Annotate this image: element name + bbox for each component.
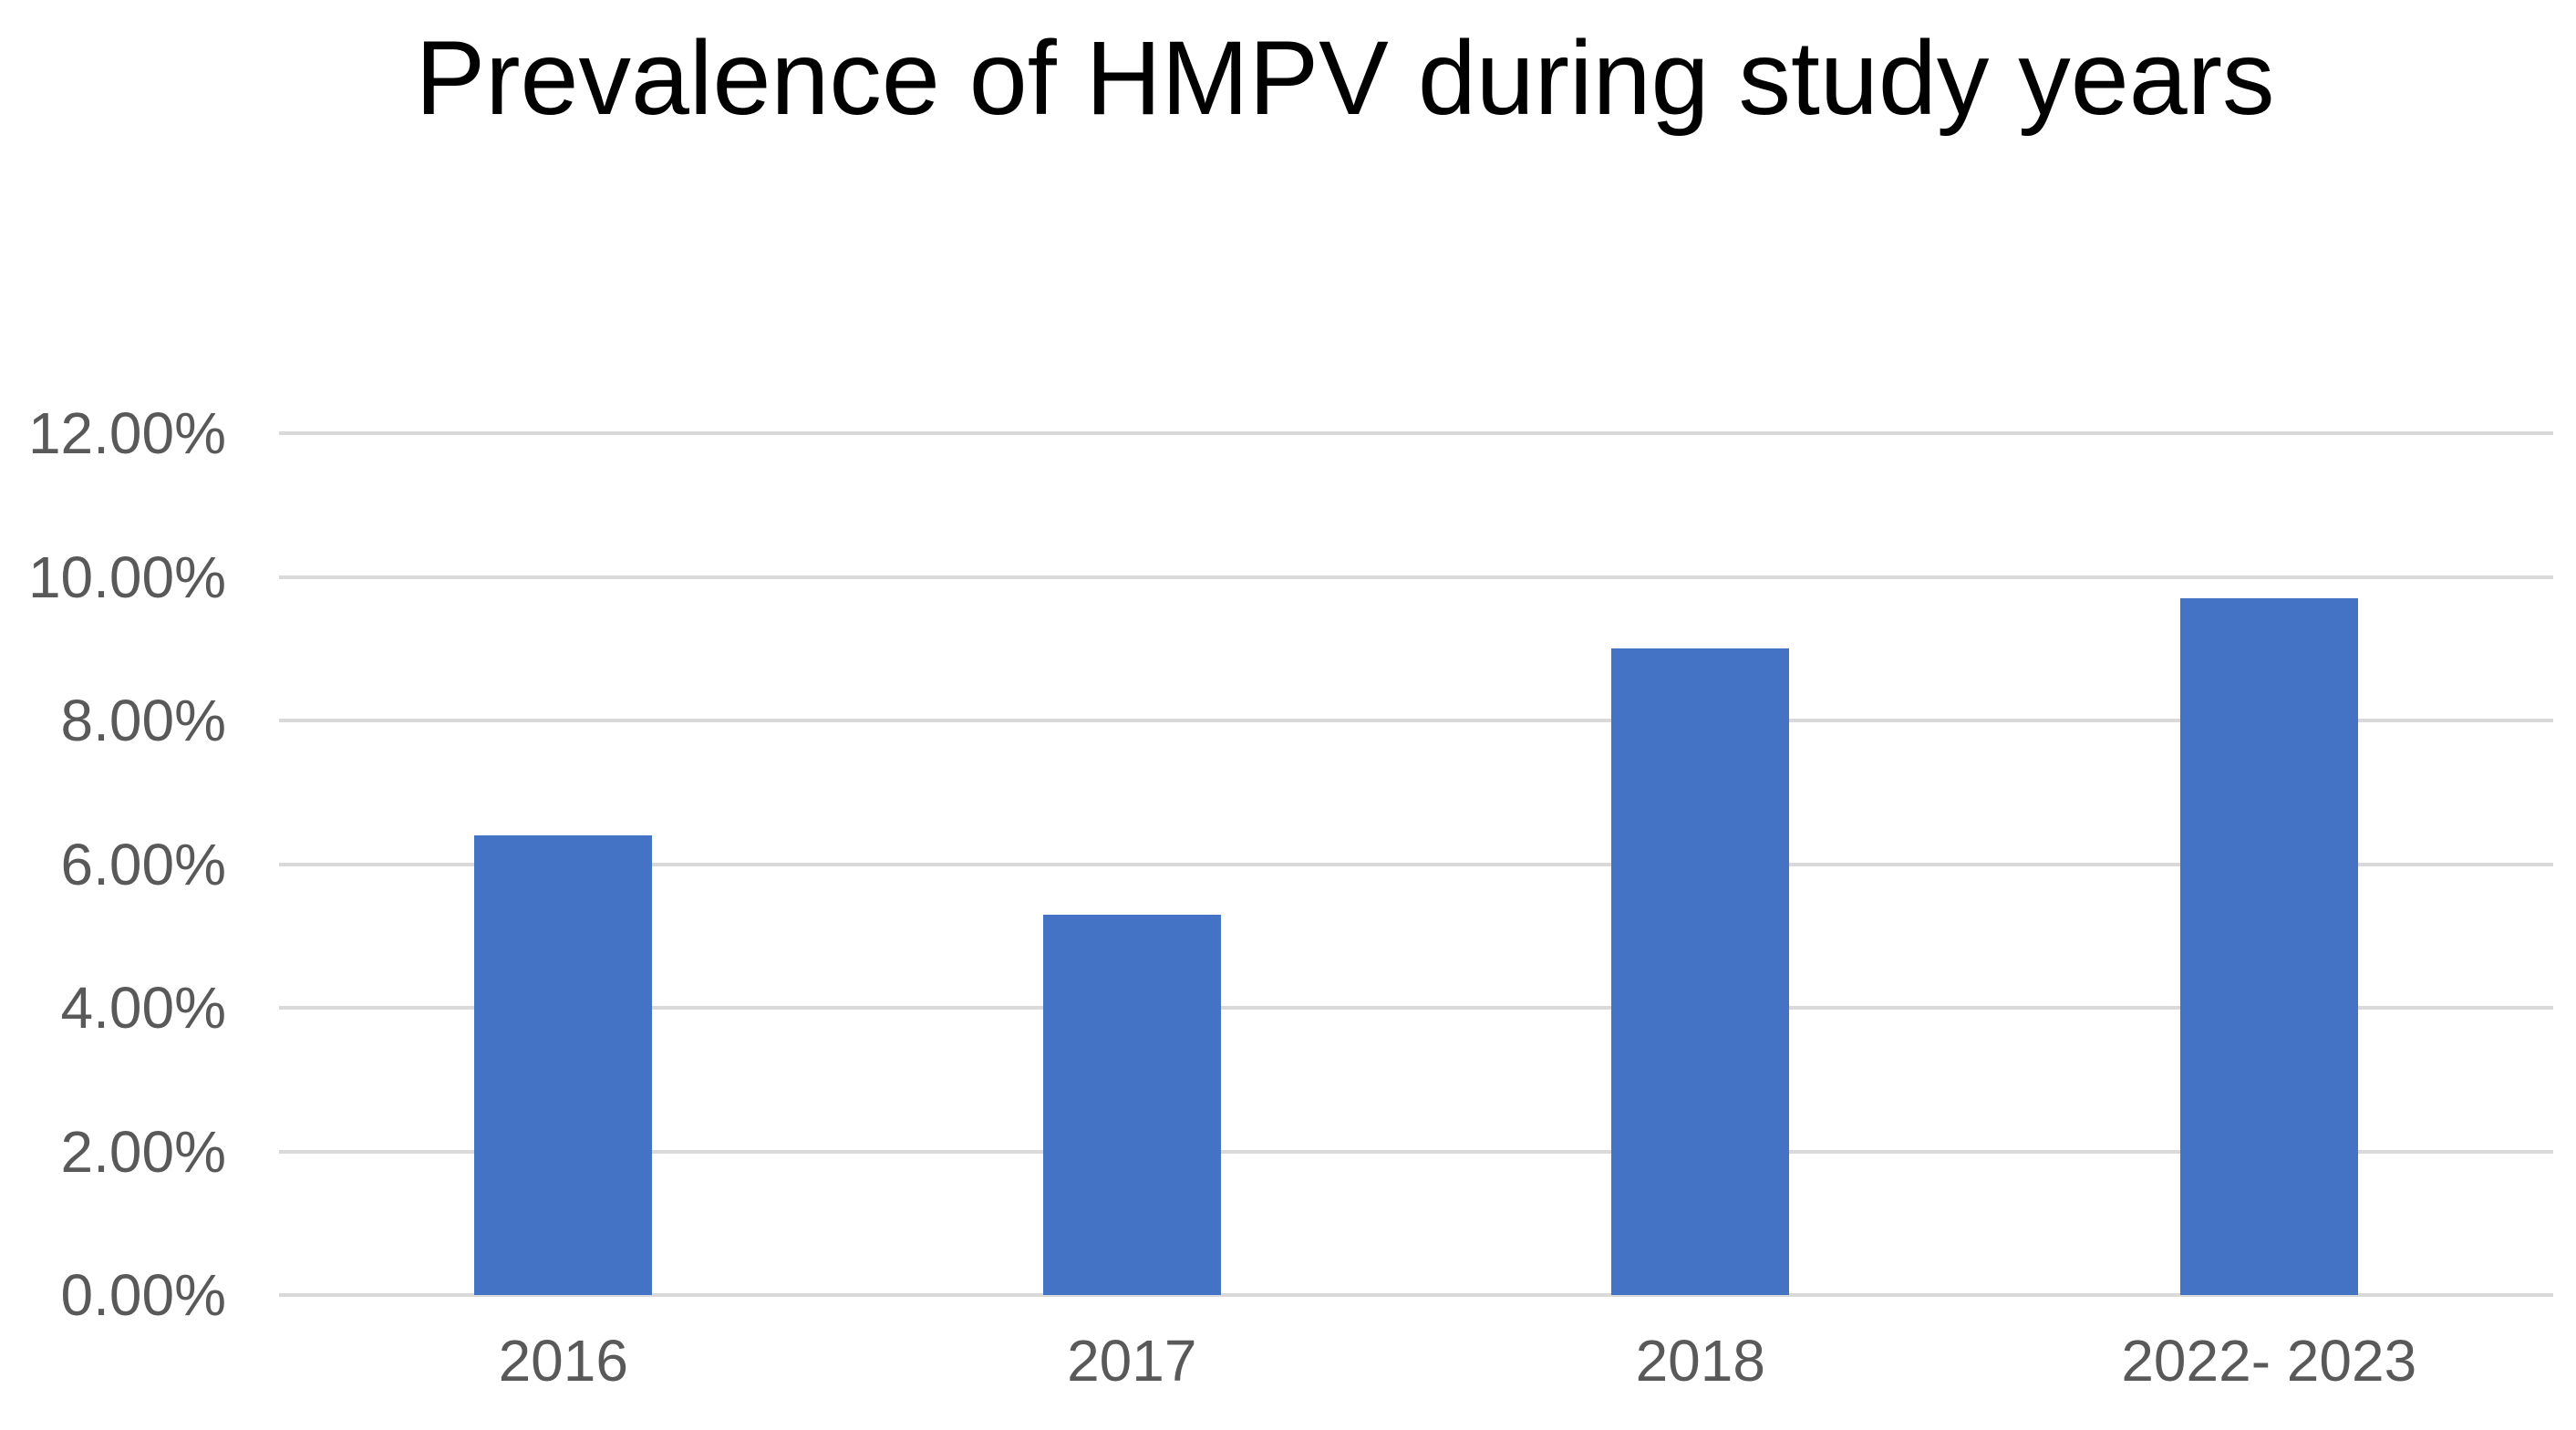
gridline-8.00% bbox=[279, 719, 2553, 722]
x-tick-label-2022-2023: 2022- 2023 bbox=[2121, 1328, 2417, 1394]
x-tick-label-2016: 2016 bbox=[498, 1328, 628, 1394]
gridline-4.00% bbox=[279, 1006, 2553, 1010]
chart-title: Prevalence of HMPV during study years bbox=[415, 20, 2275, 137]
y-tick-label-10.00%: 10.00% bbox=[27, 544, 226, 610]
gridline-6.00% bbox=[279, 862, 2553, 866]
plot-area bbox=[279, 431, 2553, 1297]
y-tick-label-4.00%: 4.00% bbox=[60, 975, 226, 1041]
y-tick-label-2.00%: 2.00% bbox=[60, 1118, 226, 1185]
bar-2018 bbox=[1611, 648, 1790, 1295]
x-tick-label-2017: 2017 bbox=[1067, 1328, 1197, 1394]
gridline-0.00% bbox=[279, 1293, 2553, 1297]
bar-2016 bbox=[474, 835, 653, 1295]
x-tick-label-2018: 2018 bbox=[1635, 1328, 1765, 1394]
bar-2017 bbox=[1042, 914, 1221, 1295]
gridline-10.00% bbox=[279, 575, 2553, 579]
y-tick-label-0.00%: 0.00% bbox=[60, 1262, 226, 1328]
gridline-12.00% bbox=[279, 431, 2553, 435]
y-tick-label-6.00%: 6.00% bbox=[60, 831, 226, 897]
gridline-2.00% bbox=[279, 1149, 2553, 1154]
y-tick-label-8.00%: 8.00% bbox=[60, 688, 226, 753]
y-tick-label-12.00%: 12.00% bbox=[27, 400, 226, 466]
bar-2022-2023 bbox=[2179, 598, 2358, 1295]
